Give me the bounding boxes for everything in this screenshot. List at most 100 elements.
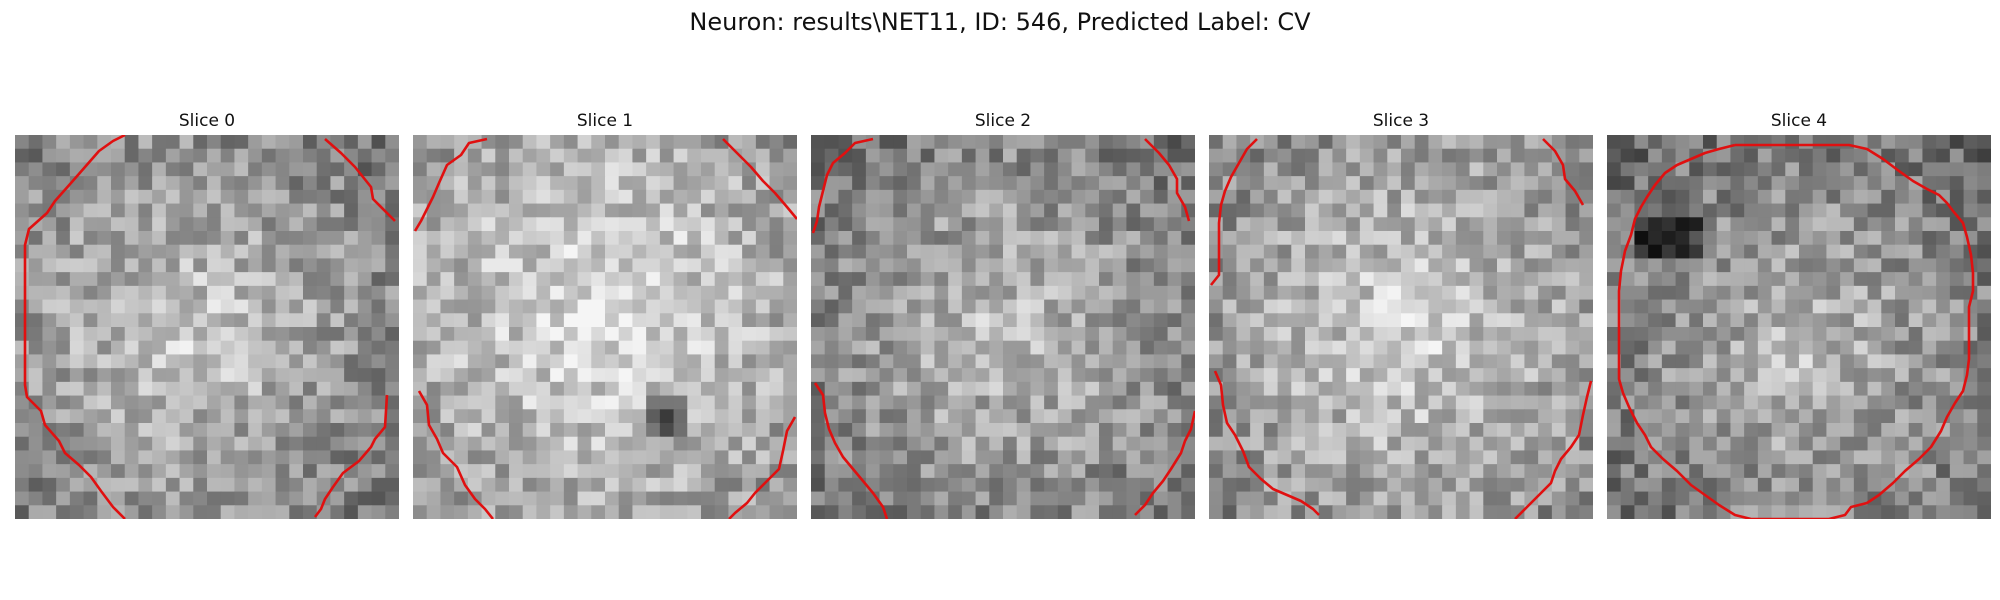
pixel-cell — [893, 477, 908, 493]
pixel-cell — [769, 244, 784, 260]
pixel-cell — [1209, 189, 1224, 205]
pixel-cell — [15, 354, 30, 369]
pixel-cell — [1428, 176, 1443, 191]
pixel-cell — [385, 258, 399, 273]
pixel-cell — [467, 477, 483, 493]
pixel-cell — [646, 272, 661, 287]
pixel-cell — [1401, 395, 1416, 410]
pixel-cell — [509, 491, 524, 506]
pixel-cell — [1565, 354, 1580, 369]
pixel-cell — [97, 176, 112, 191]
pixel-cell — [28, 135, 44, 150]
pixel-cell — [1757, 505, 1773, 519]
pixel-cell — [632, 189, 647, 205]
pixel-cell — [111, 135, 126, 150]
pixel-cell — [1030, 423, 1045, 438]
pixel-cell — [1057, 162, 1073, 177]
pixel-cell — [481, 176, 496, 191]
pixel-cell — [454, 354, 469, 369]
pixel-cell — [1949, 354, 1965, 369]
pixel-cell — [1895, 148, 1910, 164]
pixel-cell — [701, 176, 716, 191]
pixel-cell — [1730, 231, 1745, 246]
pixel-cell — [357, 244, 373, 260]
pixel-cell — [961, 409, 977, 424]
pixel-cell — [563, 272, 579, 287]
pixel-cell — [481, 477, 496, 493]
pixel-cell — [1469, 285, 1484, 301]
pixel-cell — [220, 258, 236, 273]
pixel-cell — [591, 381, 606, 397]
pixel-cell — [440, 135, 455, 150]
pixel-cell — [124, 381, 140, 397]
pixel-cell — [1469, 340, 1484, 356]
pixel-cell — [673, 464, 688, 479]
pixel-cell — [1977, 464, 1991, 479]
pixel-cell — [893, 203, 908, 218]
pixel-cell — [1140, 450, 1155, 465]
pixel-cell — [1318, 354, 1334, 369]
pixel-cell — [1483, 285, 1498, 301]
pixel-cell — [1332, 395, 1347, 410]
pixel-cell — [879, 299, 894, 314]
pixel-cell — [1085, 285, 1100, 301]
pixel-cell — [1922, 395, 1937, 410]
pixel-cell — [852, 244, 867, 260]
pixel-cell — [152, 162, 167, 177]
pixel-cell — [56, 299, 71, 314]
pixel-cell — [1044, 450, 1059, 465]
pixel-cell — [701, 409, 716, 424]
pixel-cell — [111, 464, 126, 479]
pixel-cell — [1332, 381, 1347, 397]
pixel-cell — [1949, 285, 1965, 301]
pixel-cell — [1346, 258, 1361, 273]
pixel-cell — [1167, 135, 1182, 150]
pixel-cell — [1401, 505, 1416, 519]
pixel-cell — [15, 176, 30, 191]
pixel-cell — [646, 217, 661, 232]
pixel-cell — [1167, 258, 1182, 273]
pixel-cell — [56, 423, 71, 438]
pixel-cell — [1744, 217, 1759, 232]
pixel-cell — [1661, 189, 1677, 205]
pixel-cell — [1799, 340, 1814, 356]
pixel-cell — [1071, 203, 1086, 218]
pixel-cell — [97, 299, 112, 314]
pixel-cell — [824, 258, 840, 273]
pixel-cell — [1538, 395, 1553, 410]
pixel-cell — [1881, 505, 1896, 519]
pixel-cell — [1455, 477, 1471, 493]
pixel-cell — [1291, 189, 1306, 205]
pixel-cell — [1840, 162, 1855, 177]
pixel-cell — [275, 162, 290, 177]
pixel-cell — [111, 436, 126, 452]
pixel-cell — [111, 203, 126, 218]
pixel-cell — [97, 409, 112, 424]
pixel-cell — [1099, 231, 1114, 246]
pixel-cell — [1277, 477, 1292, 493]
pixel-cell — [1291, 244, 1306, 260]
pixel-cell — [577, 285, 592, 301]
pixel-cell — [495, 340, 510, 356]
pixel-cell — [852, 272, 867, 287]
pixel-cell — [1414, 231, 1430, 246]
pixel-cell — [261, 436, 277, 452]
pixel-cell — [1963, 148, 1978, 164]
pixel-cell — [769, 285, 784, 301]
pixel-cell — [124, 477, 140, 493]
pixel-cell — [1881, 450, 1896, 465]
pixel-cell — [838, 203, 853, 218]
pixel-cell — [1071, 135, 1086, 150]
pixel-cell — [1044, 135, 1059, 150]
pixel-cell — [193, 313, 208, 328]
pixel-cell — [371, 327, 386, 342]
pixel-cell — [1661, 135, 1677, 150]
pixel-cell — [975, 203, 990, 218]
pixel-cell — [1510, 231, 1526, 246]
pixel-cell — [769, 395, 784, 410]
pixel-cell — [1236, 354, 1251, 369]
pixel-cell — [1551, 327, 1567, 342]
pixel-cell — [687, 464, 702, 479]
pixel-cell — [124, 354, 140, 369]
pixel-cell — [1387, 354, 1402, 369]
